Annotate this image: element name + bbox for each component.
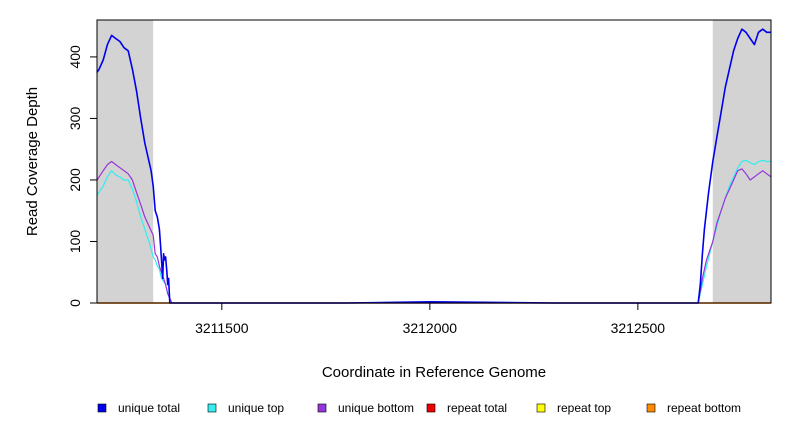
y-tick-label: 100 (67, 230, 83, 254)
legend-swatch-repeat-bottom (646, 403, 656, 413)
series-line-unique-top (96, 159, 771, 304)
series-lines (96, 28, 772, 304)
y-tick-label: 400 (67, 45, 83, 69)
legend-label-repeat-top: repeat top (557, 401, 611, 415)
x-axis: 3211500 3212000 3212500 (195, 303, 665, 336)
shaded-region-0 (97, 20, 154, 303)
legend-swatch-unique-top (207, 403, 217, 413)
y-axis: 0 100 200 300 400 (67, 45, 97, 307)
y-tick-label: 200 (67, 168, 83, 192)
legend: unique total unique top unique bottom repea… (97, 401, 741, 415)
legend-swatch-repeat-total (426, 403, 436, 413)
x-tick-label: 3212500 (611, 320, 666, 336)
legend-label-repeat-total: repeat total (447, 401, 507, 415)
legend-swatch-unique-total (97, 403, 107, 413)
legend-label-unique-bottom: unique bottom (338, 401, 414, 415)
legend-swatch-unique-bottom (317, 403, 327, 413)
y-tick-label: 0 (67, 299, 83, 307)
series-line-unique-total (96, 28, 771, 304)
legend-label-unique-top: unique top (228, 401, 284, 415)
x-tick-label: 3212000 (403, 320, 458, 336)
legend-label-unique-total: unique total (118, 401, 180, 415)
y-axis-title: Read Coverage Depth (24, 87, 41, 236)
x-axis-title: Coordinate in Reference Genome (322, 364, 546, 381)
plot-frame (96, 19, 772, 304)
shaded-regions (97, 20, 771, 303)
y-tick-label: 300 (67, 107, 83, 131)
legend-label-repeat-bottom: repeat bottom (667, 401, 741, 415)
series-line-unique-bottom (96, 160, 772, 304)
legend-swatch-repeat-top (536, 403, 546, 413)
x-tick-label: 3211500 (195, 320, 249, 336)
